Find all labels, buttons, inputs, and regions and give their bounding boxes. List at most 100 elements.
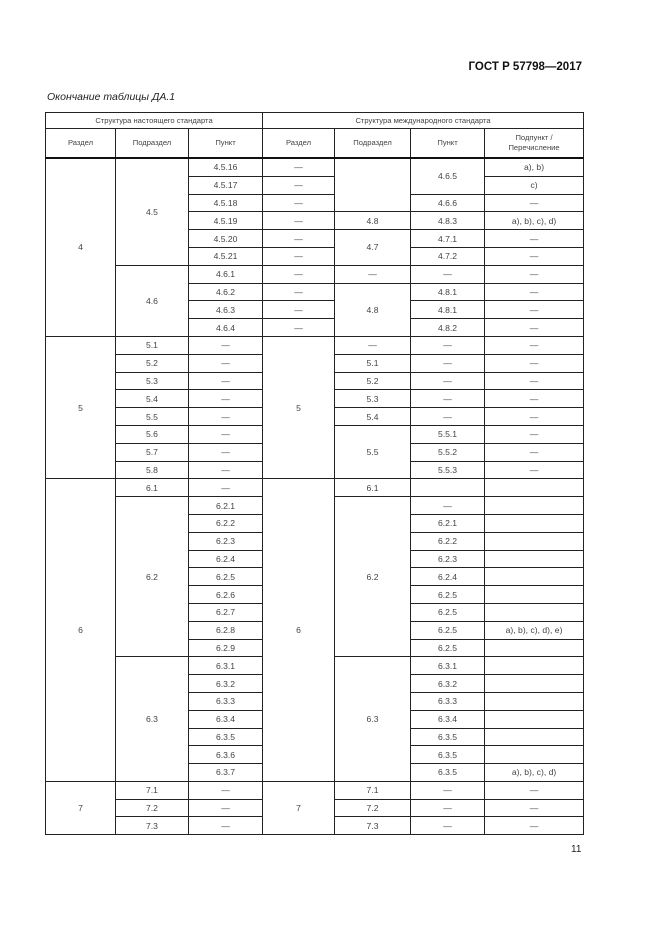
- table-cell: 6.2.8: [187, 620, 264, 640]
- table-cell: 5.3: [334, 389, 412, 409]
- table-cell: —: [484, 442, 585, 462]
- table-cell: 6.3.5: [410, 727, 486, 747]
- table-row: 6 6.1—6 6.1: [45, 478, 585, 782]
- table-row: 6.3.4 6.3.4: [46, 709, 585, 729]
- table-cell: —: [484, 318, 585, 337]
- table-cell: [484, 567, 585, 587]
- table-cell: a), b), c), d): [484, 211, 585, 231]
- table-cell: 4.6.3: [187, 300, 264, 320]
- group-header-row: Структура настоящего стандарта Структура…: [44, 112, 585, 129]
- table-cell: [484, 513, 585, 533]
- table-cell: —: [484, 798, 585, 818]
- table-cell: 5.5: [115, 407, 189, 426]
- column-header-row: Раздел Подраздел Пункт Раздел Подраздел …: [45, 128, 585, 159]
- correspondence-table: Структура настоящего стандарта Структура…: [44, 112, 585, 836]
- column-header: Пункт: [410, 128, 486, 159]
- table-cell: 5.1: [334, 353, 412, 373]
- table-row: 6.3.3 6.3.3: [46, 691, 585, 711]
- table-cell: —: [187, 424, 264, 444]
- table-cell: 5.1: [115, 335, 189, 355]
- table-cell: [484, 691, 585, 711]
- table-row: 4 4.5 4.5.16—4.6.5 a), b): [45, 157, 585, 337]
- table-row: 4.6.4—4.8.2—: [46, 318, 585, 337]
- table-cell: 4.6.5: [410, 157, 486, 195]
- table-cell: —: [187, 353, 264, 373]
- table-cell: [484, 585, 585, 604]
- table-row: 5.6—5.5 5.5.1—: [46, 424, 585, 480]
- table-cell: 6.3.4: [410, 709, 486, 729]
- table-cell: 5: [45, 335, 116, 480]
- table-cell: —: [262, 193, 336, 213]
- table-cell: 6.2.4: [410, 567, 486, 587]
- table-cell: —: [410, 816, 486, 836]
- table-cell: 6.1: [115, 478, 189, 498]
- table-cell: 4.8.1: [410, 282, 486, 302]
- table-cell: 6.2.3: [410, 549, 486, 569]
- table-cell: —: [484, 264, 585, 284]
- table-cell: 4.8.3: [410, 211, 486, 231]
- table-cell: —: [410, 780, 486, 800]
- table-cell: 5.4: [334, 407, 412, 426]
- table-cell: 4.5.21: [187, 246, 264, 266]
- table-cell: 6.3.1: [410, 656, 486, 676]
- table-cell: —: [334, 335, 412, 355]
- table-cell: 6.2.7: [187, 602, 264, 622]
- table-cell: 5.4: [115, 389, 189, 409]
- table-cell: —: [410, 264, 486, 284]
- column-header: Раздел: [262, 128, 336, 159]
- table-cell: [410, 478, 486, 498]
- table-cell: [484, 745, 585, 765]
- table-cell: —: [484, 300, 585, 320]
- table-row: 7.3—7.3— —: [46, 816, 585, 836]
- table-cell: —: [187, 442, 264, 462]
- table-cell: —: [262, 211, 336, 231]
- table-cell: 6.3.6: [187, 745, 264, 765]
- table-cell: 6.2.1: [187, 496, 264, 515]
- table-cell: —: [187, 780, 264, 800]
- table-cell: 6.3.4: [187, 709, 264, 729]
- table-cell: —: [187, 460, 264, 480]
- table-cell: 7.2: [115, 798, 189, 818]
- table-cell: 6.3.2: [410, 674, 486, 693]
- table-cell: [484, 656, 585, 676]
- table-row: 6.2 6.2.1 6.2—: [46, 496, 585, 658]
- table-cell: 4.7.2: [410, 246, 486, 266]
- table-row: 7 7.1—7 7.1— —: [45, 780, 585, 836]
- table-row: 6.2.5 6.2.4: [46, 567, 585, 587]
- table-caption: Окончание таблицы ДА.1: [47, 91, 176, 103]
- table-row: 4.5.17— c): [46, 175, 585, 195]
- table-cell: 6: [262, 478, 336, 782]
- column-header: Раздел: [45, 128, 116, 159]
- table-cell: —: [262, 282, 336, 302]
- table-cell: —: [187, 407, 264, 426]
- table-row: 4.6.3—4.8.1—: [46, 300, 585, 320]
- table-cell: 7.3: [334, 816, 412, 836]
- table-cell: —: [410, 496, 486, 515]
- table-cell: —: [262, 229, 336, 248]
- table-cell: 7: [262, 780, 336, 836]
- table-cell: [484, 531, 585, 551]
- table-cell: 6.3: [115, 656, 189, 782]
- table-cell: 4.7.1: [410, 229, 486, 248]
- table-cell: 6.2.5: [410, 638, 486, 658]
- table-cell: 6.3.1: [187, 656, 264, 676]
- table-row: 7.2—7.2— —: [46, 798, 585, 818]
- table-cell: 4.5: [115, 157, 189, 266]
- table-cell: 6.2: [334, 496, 412, 658]
- table-cell: —: [484, 193, 585, 213]
- table-row: 5.5—5.4— —: [46, 407, 585, 426]
- table-cell: —: [484, 229, 585, 248]
- table-cell: 6.3.7: [187, 763, 264, 782]
- table-cell: [484, 638, 585, 658]
- table-cell: 4.7: [334, 229, 412, 266]
- table-row: 5 5.1—5— — —: [45, 335, 585, 480]
- table-cell: —: [410, 798, 486, 818]
- table-cell: 6.2: [115, 496, 189, 658]
- table-row: 4.5.21—4.7.2—: [46, 246, 585, 266]
- table-cell: 6.2.1: [410, 513, 486, 533]
- table-cell: —: [187, 478, 264, 498]
- table-cell: 5.8: [115, 460, 189, 480]
- table-cell: —: [262, 157, 336, 177]
- table-cell: —: [187, 389, 264, 409]
- table-cell: 4.5.17: [187, 175, 264, 195]
